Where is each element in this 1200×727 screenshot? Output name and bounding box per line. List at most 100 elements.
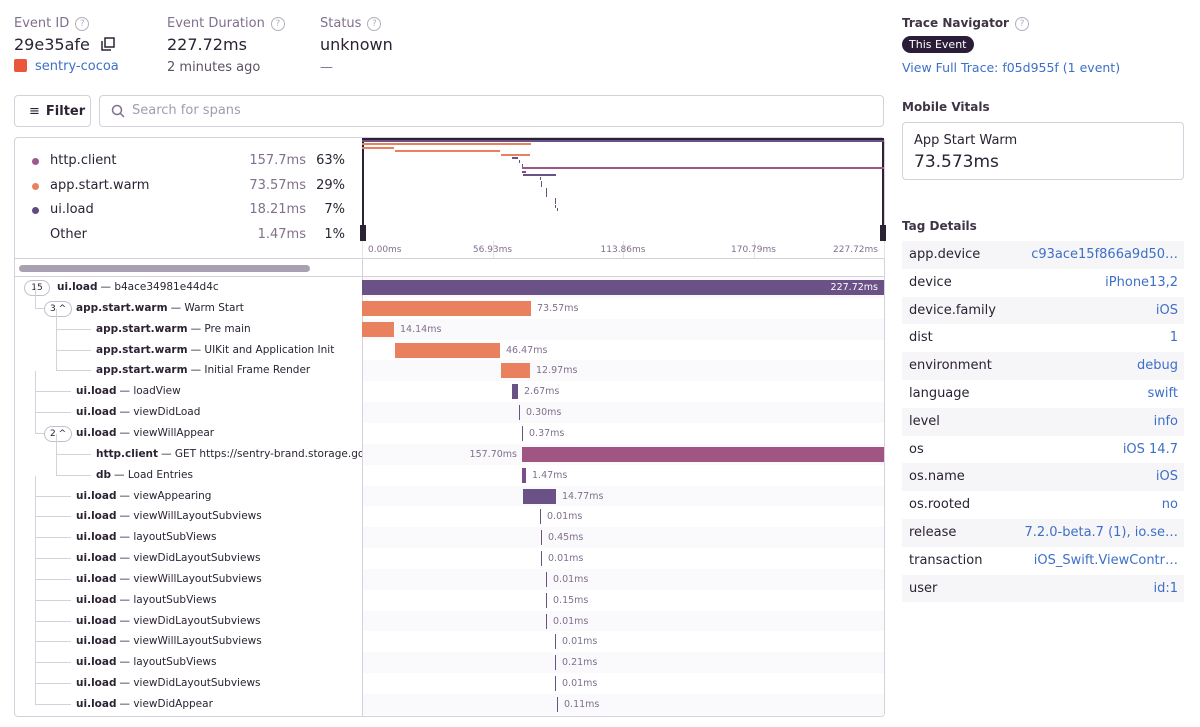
span-op: ui.load bbox=[76, 593, 117, 606]
search-input[interactable]: Search for spans bbox=[99, 95, 884, 127]
span-bar bbox=[555, 655, 556, 671]
row-bg bbox=[363, 652, 884, 674]
span-desc: — layoutSubViews bbox=[119, 531, 217, 544]
tag-value[interactable]: iOS 14.7 bbox=[1122, 441, 1178, 457]
tag-value[interactable]: no bbox=[1161, 497, 1178, 513]
span-op: ui.load bbox=[57, 281, 98, 293]
tag-row bbox=[902, 352, 1184, 380]
span-label: ui.load — layoutSubViews bbox=[76, 594, 362, 606]
copy-icon[interactable] bbox=[101, 37, 115, 51]
tick-line bbox=[362, 241, 363, 258]
tag-value[interactable]: debug bbox=[1137, 358, 1178, 374]
span-op: ui.load bbox=[76, 552, 117, 565]
op-percent: 63% bbox=[316, 153, 345, 168]
tick-label: 170.79ms bbox=[731, 245, 776, 255]
span-bar bbox=[395, 342, 500, 358]
op-dot bbox=[32, 207, 39, 214]
tree-line bbox=[56, 350, 57, 371]
tag-value[interactable]: info bbox=[1153, 413, 1178, 429]
tag-value[interactable]: iOS_Swift.ViewContr… bbox=[1033, 552, 1178, 568]
span-duration: 12.97ms bbox=[536, 365, 578, 377]
help-icon: ? bbox=[1014, 17, 1029, 31]
tag-value[interactable]: 7.2.0-beta.7 (1), io.se… bbox=[1024, 525, 1178, 540]
tree-line bbox=[56, 308, 57, 329]
search-icon bbox=[111, 104, 125, 118]
tree-line bbox=[56, 349, 91, 351]
span-op: ui.load bbox=[76, 635, 117, 648]
minimap-span bbox=[522, 163, 523, 167]
status: unknown bbox=[320, 35, 393, 54]
tree-line bbox=[35, 620, 71, 622]
minimap-span bbox=[555, 204, 556, 208]
status-sub: — bbox=[320, 60, 333, 75]
child-count[interactable]: 3 ^ bbox=[44, 300, 73, 317]
trace-link[interactable]: View Full Trace: f05d955f (1 event) bbox=[902, 60, 1121, 75]
child-count[interactable]: 2 ^ bbox=[44, 425, 73, 442]
child-count[interactable]: 15 bbox=[24, 280, 50, 296]
divider bbox=[15, 258, 884, 259]
span-bar bbox=[555, 634, 556, 650]
op-dot bbox=[32, 158, 39, 165]
tree-line bbox=[56, 454, 57, 475]
span-label: app.start.warm — UIKit and Application In… bbox=[96, 344, 362, 356]
minimap-span bbox=[501, 153, 530, 156]
span-bar bbox=[546, 592, 547, 608]
span-duration: 1.47ms bbox=[532, 469, 568, 481]
op-dot bbox=[32, 182, 39, 190]
section-title: Tag Details bbox=[902, 219, 977, 233]
minimap-span bbox=[362, 140, 884, 142]
tree-line bbox=[35, 475, 36, 496]
divider bbox=[362, 137, 363, 717]
tick-label: 227.72ms bbox=[833, 245, 878, 255]
span-bar bbox=[362, 300, 531, 316]
row-bg bbox=[363, 360, 884, 382]
tick-label: 56.93ms bbox=[472, 245, 513, 255]
span-desc: — viewDidAppear bbox=[119, 698, 213, 710]
minimap-span bbox=[522, 167, 884, 170]
tree-line bbox=[35, 412, 71, 414]
span-bar bbox=[540, 509, 541, 525]
span-duration: 0.01ms bbox=[553, 615, 589, 627]
tag-value[interactable]: iPhone13,2 bbox=[1105, 274, 1178, 290]
tag-value[interactable]: swift bbox=[1147, 386, 1178, 401]
span-desc: — viewWillAppear bbox=[119, 426, 215, 439]
tree-line bbox=[35, 392, 36, 413]
placeholder: Search for spans bbox=[132, 103, 241, 118]
tree-line bbox=[35, 287, 36, 308]
filter-button[interactable]: ≡ Filter bbox=[14, 95, 91, 127]
tag-value[interactable]: 1 bbox=[1169, 330, 1178, 346]
tag-key: app.device bbox=[909, 247, 981, 262]
platform-icon bbox=[14, 59, 27, 72]
row-bg bbox=[363, 610, 884, 632]
tree-line bbox=[35, 516, 71, 518]
tag-key: dist bbox=[909, 330, 933, 346]
span-op: ui.load bbox=[76, 656, 117, 669]
project-link[interactable]: sentry-cocoa bbox=[35, 59, 119, 74]
span-duration: 157.70ms bbox=[469, 448, 517, 460]
tag-value[interactable]: c93ace15f866a9d50… bbox=[1031, 247, 1178, 262]
tag-row bbox=[902, 519, 1184, 547]
scrollbar[interactable] bbox=[19, 265, 310, 272]
span-op: http.client bbox=[96, 447, 159, 460]
tree-line bbox=[35, 662, 71, 664]
minimap-span bbox=[541, 180, 542, 184]
section-title: Mobile Vitals bbox=[902, 100, 990, 114]
tag-row bbox=[902, 574, 1184, 603]
span-desc: — viewDidLayoutSubviews bbox=[119, 677, 261, 690]
row-bg bbox=[363, 485, 884, 507]
span-duration: 0.21ms bbox=[562, 657, 598, 669]
label: Status bbox=[320, 16, 362, 31]
span-desc: — viewDidLoad bbox=[119, 406, 201, 419]
span-desc: — Warm Start bbox=[170, 301, 244, 314]
tag-value[interactable]: id:1 bbox=[1153, 580, 1178, 596]
tree-line bbox=[35, 537, 71, 539]
tag-value[interactable]: iOS bbox=[1155, 302, 1178, 318]
tag-value[interactable]: iOS bbox=[1155, 469, 1178, 485]
span-bar bbox=[555, 676, 556, 692]
tag-key: os.name bbox=[909, 469, 965, 485]
span-op: app.start.warm bbox=[76, 301, 168, 314]
span-desc: — layoutSubViews bbox=[119, 593, 217, 606]
span-op: ui.load bbox=[76, 698, 117, 710]
span-label: ui.load — loadView bbox=[76, 385, 362, 397]
span-label: ui.load — layoutSubViews bbox=[76, 656, 362, 668]
